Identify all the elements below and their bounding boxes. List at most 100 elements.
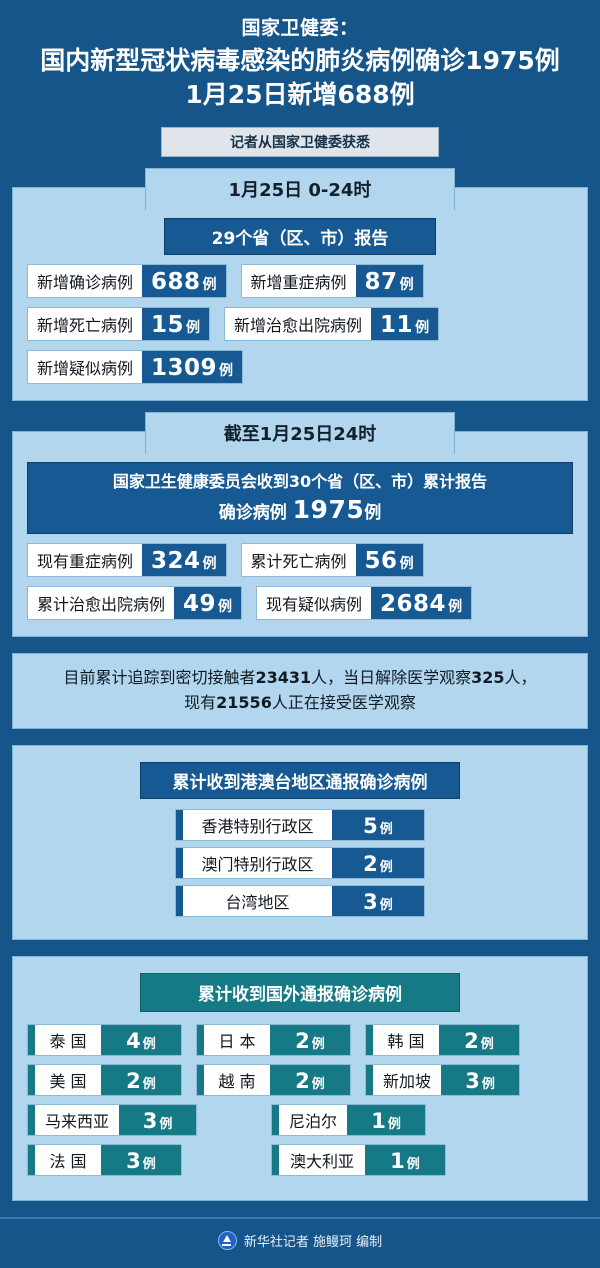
stat-value-group: 11 例 bbox=[371, 307, 439, 340]
region-label: 澳门特别行政区 bbox=[183, 848, 332, 879]
stat-unit: 例 bbox=[186, 319, 201, 336]
cumulative-panel-body: 国家卫生健康委员会收到30个省（区、市）累计报告 确诊病例 1975例 现有重症… bbox=[27, 432, 573, 621]
country-number: 3 bbox=[126, 1149, 141, 1174]
stat-number: 49 bbox=[183, 591, 217, 618]
observation-text-c: 人， bbox=[504, 668, 537, 688]
region-number: 5 bbox=[363, 814, 378, 839]
source-chip: 记者从国家卫健委获悉 bbox=[161, 126, 439, 157]
stat-value-group: 324 例 bbox=[142, 544, 226, 577]
stat-unit: 例 bbox=[202, 556, 217, 573]
stat-label: 新增确诊病例 bbox=[28, 264, 143, 297]
daily-panel-wrap: 1月25日 0-24时 29个省（区、市）报告 新增确诊病例 688 例 新增重症… bbox=[12, 167, 588, 401]
stat-unit: 例 bbox=[448, 599, 463, 616]
stat-new-deaths: 新增死亡病例 15 例 bbox=[27, 306, 211, 341]
country-unit: 例 bbox=[142, 1077, 156, 1093]
region-unit: 例 bbox=[379, 822, 393, 838]
observation-text-d: 现有 bbox=[184, 693, 217, 713]
country-unit: 例 bbox=[159, 1117, 173, 1133]
country-unit: 例 bbox=[311, 1037, 325, 1053]
cumulative-stats-row-1: 现有重症病例 324 例 累计死亡病例 56 例 bbox=[27, 543, 573, 578]
stat-label: 新增重症病例 bbox=[241, 264, 356, 297]
country-number: 3 bbox=[465, 1069, 480, 1094]
stat-number: 2684 bbox=[380, 591, 447, 618]
observation-text-e: 人正在接受医学观察 bbox=[271, 693, 416, 713]
stat-new-confirmed: 新增确诊病例 688 例 bbox=[27, 263, 227, 298]
stat-total-deaths: 累计死亡病例 56 例 bbox=[240, 543, 424, 578]
country-number: 2 bbox=[295, 1029, 310, 1054]
accent-bar bbox=[197, 1065, 204, 1096]
country-number: 2 bbox=[295, 1069, 310, 1094]
cumulative-banner-unit: 例 bbox=[364, 502, 382, 523]
country-unit: 例 bbox=[481, 1077, 495, 1093]
region-unit: 例 bbox=[379, 898, 393, 914]
stat-value-group: 49 例 bbox=[174, 587, 242, 620]
observation-line-2: 现有21556人正在接受医学观察 bbox=[27, 691, 573, 716]
country-number: 2 bbox=[464, 1029, 479, 1054]
accent-bar bbox=[28, 1145, 35, 1176]
stat-total-recovered: 累计治愈出院病例 49 例 bbox=[27, 586, 243, 621]
cumulative-panel: 截至1月25日24时 国家卫生健康委员会收到30个省（区、市）累计报告 确诊病例… bbox=[12, 411, 588, 638]
daily-province-banner: 29个省（区、市）报告 bbox=[164, 217, 436, 255]
country-unit: 例 bbox=[311, 1077, 325, 1093]
cumulative-panel-title: 截至1月25日24时 bbox=[223, 424, 377, 445]
accent-bar bbox=[176, 848, 183, 879]
stat-current-suspected: 现有疑似病例 2684 例 bbox=[256, 586, 473, 621]
country-label: 新加坡 bbox=[373, 1065, 442, 1096]
country-unit: 例 bbox=[480, 1037, 494, 1053]
stat-unit: 例 bbox=[218, 599, 233, 616]
observation-text-a: 目前累计追踪到密切接触者 bbox=[63, 668, 256, 688]
country-unit: 例 bbox=[406, 1157, 420, 1173]
stat-number: 1309 bbox=[151, 354, 218, 381]
stat-label: 新增疑似病例 bbox=[28, 350, 143, 383]
stat-number: 87 bbox=[364, 268, 398, 295]
accent-bar bbox=[28, 1065, 35, 1096]
cumulative-banner-label: 确诊病例 bbox=[218, 502, 287, 523]
stat-value-group: 15 例 bbox=[142, 307, 210, 340]
stat-number: 11 bbox=[380, 311, 414, 338]
accent-bar bbox=[176, 810, 183, 841]
stat-current-severe: 现有重症病例 324 例 bbox=[27, 543, 227, 578]
cumulative-banner-line-1: 国家卫生健康委员会收到30个省（区、市）累计报告 bbox=[112, 471, 488, 491]
daily-panel-body: 29个省（区、市）报告 新增确诊病例 688 例 新增重症病例 87 例 bbox=[27, 188, 573, 384]
stat-new-severe: 新增重症病例 87 例 bbox=[240, 263, 424, 298]
accent-bar bbox=[197, 1025, 204, 1056]
stat-value-group: 2684 例 bbox=[371, 587, 472, 620]
page-footer: 新华社记者 施鳗珂 编制 bbox=[0, 1217, 600, 1264]
accent-bar bbox=[28, 1025, 35, 1056]
country-number: 4 bbox=[126, 1029, 141, 1054]
observation-line-1: 目前累计追踪到密切接触者23431人，当日解除医学观察325人， bbox=[27, 666, 573, 691]
region-number: 3 bbox=[363, 890, 378, 915]
country-label: 马来西亚 bbox=[35, 1105, 120, 1136]
stat-unit: 例 bbox=[399, 276, 414, 293]
daily-stats-row-2: 新增死亡病例 15 例 新增治愈出院病例 11 例 bbox=[27, 306, 573, 341]
stat-label: 现有重症病例 bbox=[28, 544, 143, 577]
stat-unit: 例 bbox=[202, 276, 217, 293]
headline-line-2: 1月25日新增688例 bbox=[185, 79, 415, 109]
country-number: 3 bbox=[142, 1109, 158, 1134]
stat-value-group: 56 例 bbox=[355, 544, 423, 577]
stat-unit: 例 bbox=[219, 362, 234, 379]
